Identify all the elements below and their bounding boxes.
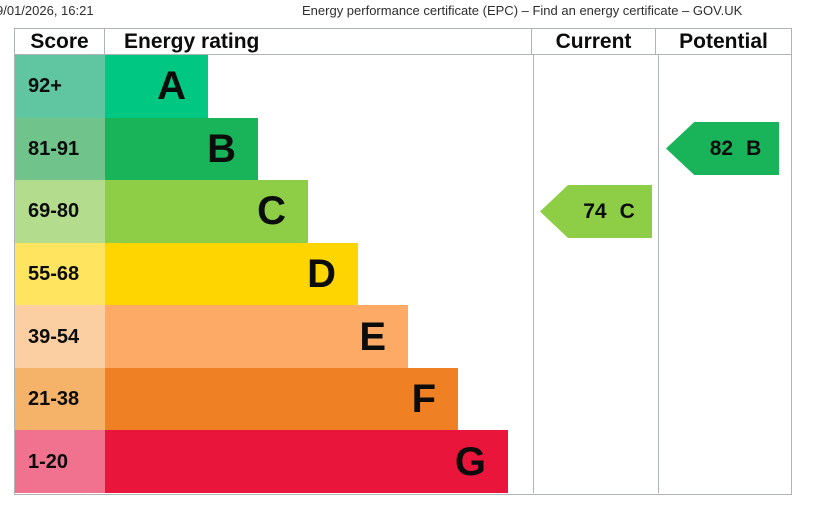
score-range-g: 1-20 [15, 430, 105, 494]
header-score: Score [15, 29, 105, 54]
page-title: Energy performance certificate (EPC) – F… [302, 3, 743, 18]
header-potential: Potential [679, 30, 768, 53]
band-row-e: 39-54 E [15, 305, 791, 368]
current-band-letter: C [619, 200, 635, 223]
band-bar-g: G [105, 430, 508, 494]
potential-band-letter: B [746, 137, 762, 160]
header-current: Current [532, 29, 656, 54]
band-row-f: 21-38 F [15, 367, 791, 431]
band-bar-e: E [105, 305, 408, 368]
header-energy-rating: Energy rating [105, 29, 532, 54]
band-bar-f: F [105, 367, 458, 431]
current-rating-arrow: 74 C [540, 185, 652, 238]
chart-body: 92+ A 81-91 B 69-80 C 55-68 D 39-54 E 21… [15, 55, 791, 494]
score-range-d: 55-68 [15, 242, 105, 306]
band-bar-d: D [105, 242, 358, 306]
column-divider-potential [658, 55, 659, 493]
column-divider-current [533, 55, 534, 493]
print-header: 9/01/2026, 16:21 Energy performance cert… [0, 3, 832, 21]
band-row-d: 55-68 D [15, 242, 791, 306]
band-row-b: 81-91 B [15, 117, 791, 181]
score-range-f: 21-38 [15, 367, 105, 431]
potential-score: 82 [709, 137, 734, 160]
band-row-a: 92+ A [15, 55, 791, 118]
score-range-a: 92+ [15, 55, 105, 118]
band-row-c: 69-80 C [15, 180, 791, 243]
band-bar-a: A [105, 55, 208, 118]
band-bar-b: B [105, 117, 258, 181]
score-range-c: 69-80 [15, 180, 105, 243]
datetime: 9/01/2026, 16:21 [0, 3, 94, 18]
band-bar-c: C [105, 180, 308, 243]
score-range-e: 39-54 [15, 305, 105, 368]
score-range-b: 81-91 [15, 117, 105, 181]
current-score: 74 [583, 200, 607, 223]
band-row-g: 1-20 G [15, 430, 791, 494]
chart-header-row: Score Energy rating Current Potential [15, 29, 791, 55]
epc-rating-chart: Score Energy rating Current Potential 92… [14, 28, 792, 495]
